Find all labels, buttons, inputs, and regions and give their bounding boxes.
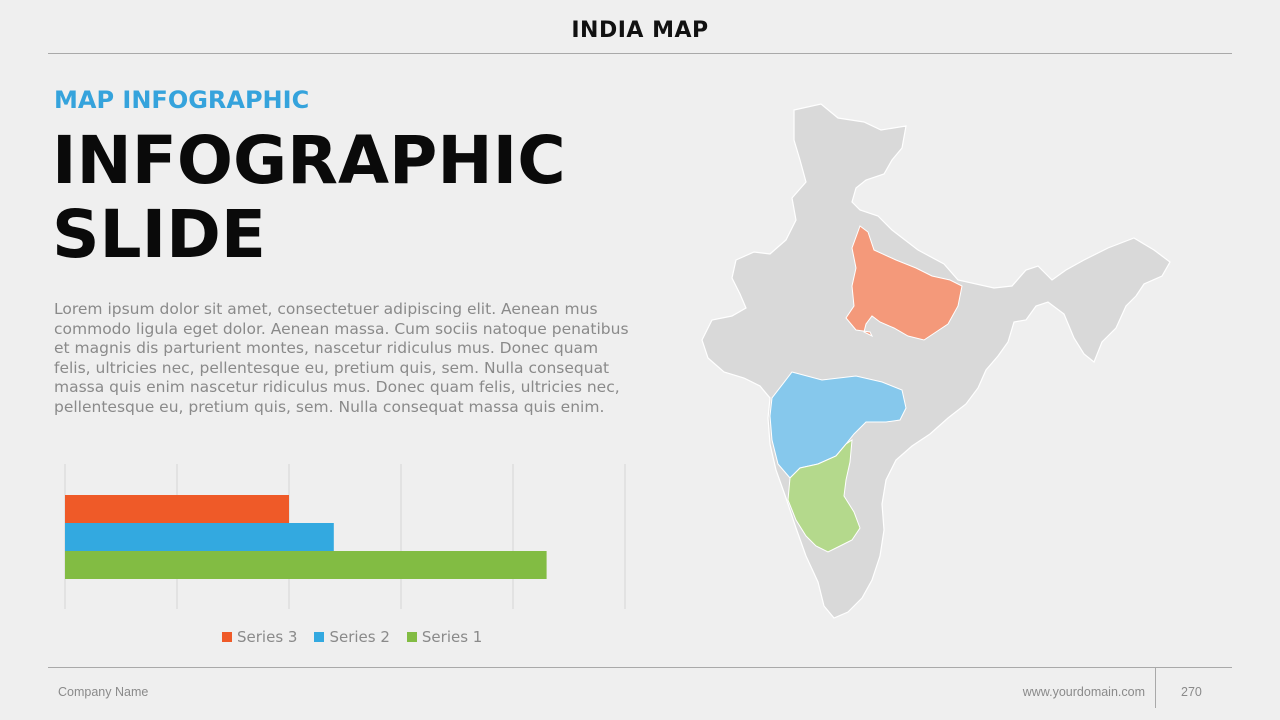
- headline-line-2: SLIDE: [52, 196, 267, 273]
- page-number: 270: [1181, 685, 1202, 699]
- india-map: [701, 103, 1171, 619]
- state-uttar-pradesh: [845, 225, 963, 341]
- section-subtitle: MAP INFOGRAPHIC: [54, 86, 310, 114]
- india-outline: [701, 103, 1171, 619]
- footer-separator: [1155, 668, 1156, 708]
- website-url: www.yourdomain.com: [1022, 685, 1145, 699]
- legend-item: Series 3: [222, 628, 297, 646]
- chart-legend: Series 3 Series 2 Series 1: [222, 628, 482, 646]
- footer-divider: [48, 667, 1232, 668]
- state-maharashtra: [769, 371, 907, 479]
- headline: INFOGRAPHIC SLIDE: [52, 124, 566, 272]
- headline-line-1: INFOGRAPHIC: [52, 122, 566, 199]
- legend-swatch: [222, 632, 232, 642]
- legend-swatch: [314, 632, 325, 642]
- slide-title: INDIA MAP: [571, 18, 709, 43]
- legend-label: Series 3: [237, 628, 298, 646]
- body-paragraph: Lorem ipsum dolor sit amet, consectetuer…: [54, 300, 629, 416]
- company-name: Company Name: [58, 685, 149, 699]
- bar-chart: [64, 464, 626, 609]
- bar-series-2: [65, 523, 334, 551]
- bar-series-3: [65, 495, 289, 523]
- legend-swatch: [406, 632, 417, 642]
- legend-item: Series 1: [406, 628, 483, 646]
- header-divider: [48, 53, 1232, 54]
- bar-series-1: [65, 551, 547, 579]
- legend-item: Series 2: [314, 628, 390, 646]
- legend-label: Series 1: [421, 628, 483, 646]
- state-karnataka: [787, 439, 861, 553]
- legend-label: Series 2: [329, 628, 390, 646]
